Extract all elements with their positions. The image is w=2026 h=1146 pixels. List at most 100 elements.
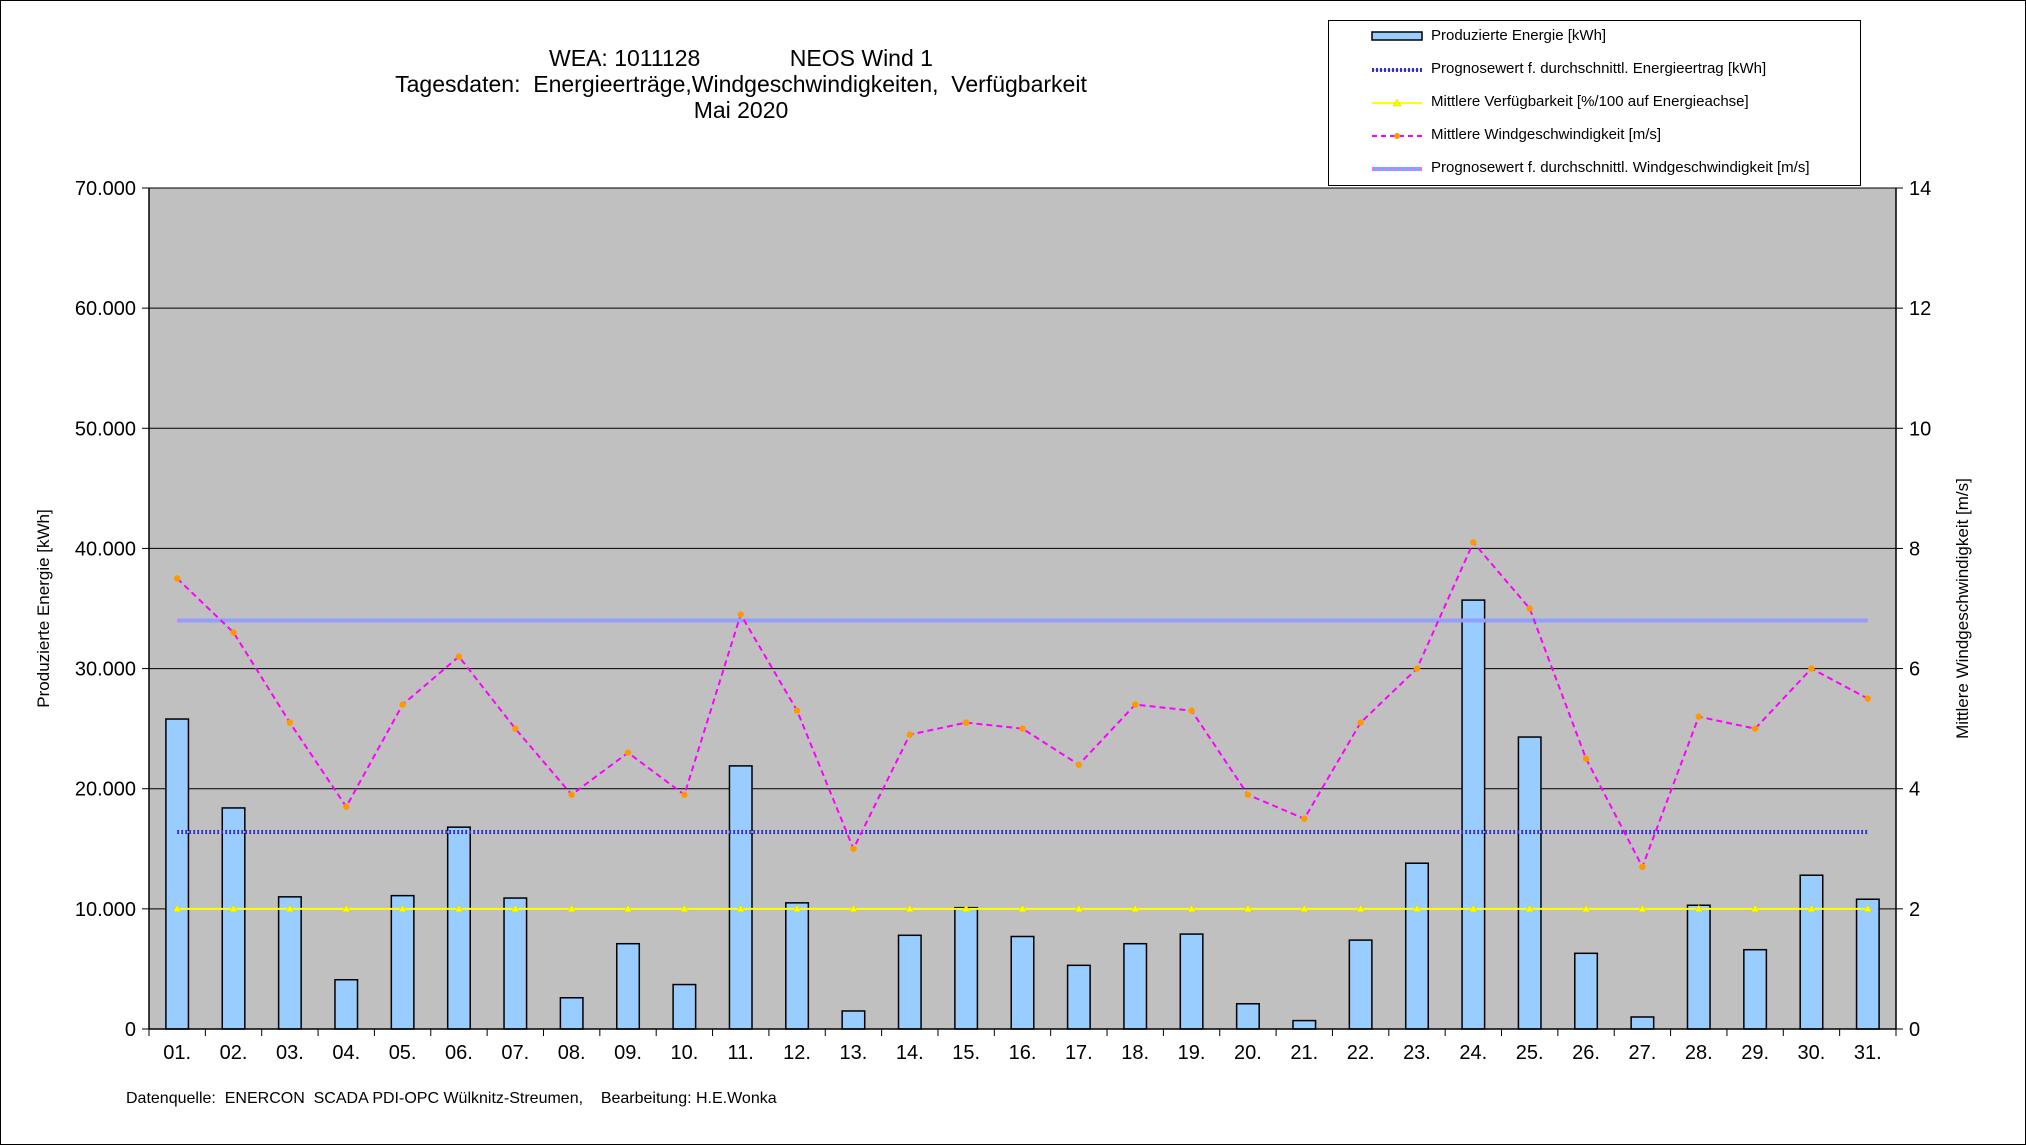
legend-item-prog-energy: Prognosewert f. durchschnittl. Energieer… <box>1329 54 1860 86</box>
series-lines <box>172 539 1873 913</box>
energy-bar <box>1348 939 1373 1030</box>
energy-bar <box>1630 1016 1655 1030</box>
availability-marker <box>1412 904 1422 913</box>
availability-marker <box>1187 904 1196 913</box>
availability-marker <box>1356 904 1366 913</box>
energy-bar <box>503 897 528 1030</box>
wind-speed-point <box>906 731 913 738</box>
x-tick-label: 01. <box>163 1042 191 1064</box>
wind-speed-point <box>568 791 575 798</box>
wind-speed-point <box>624 749 632 756</box>
availability-marker <box>1299 904 1309 913</box>
x-tick-label: 12. <box>783 1042 811 1064</box>
wind-speed-point <box>1526 605 1533 612</box>
availability-marker <box>341 904 351 913</box>
energy-bar <box>165 718 190 1030</box>
y2-axis-title: Mittlere Windgeschwindigkeit [m/s] <box>1953 478 1972 739</box>
y-axis-title: Produzierte Energie [kWh] <box>34 509 53 707</box>
wind-speed-point <box>681 791 688 798</box>
x-tick-label: 07. <box>501 1042 529 1064</box>
x-tick-label: 10. <box>670 1042 698 1064</box>
availability-marker <box>736 904 746 913</box>
energy-bar <box>672 983 697 1030</box>
wind-speed-point <box>1019 725 1026 732</box>
x-tick-label: 08. <box>558 1042 586 1064</box>
wind-speed-point <box>793 707 801 714</box>
availability-marker <box>285 904 295 913</box>
legend-swatch-prog-wind <box>1372 167 1422 171</box>
y2-tick-label: 12 <box>1909 298 1931 320</box>
y2-tick-label: 2 <box>1909 899 1920 921</box>
chart-title-line-2: Tagesdaten: Energieerträge,Windgeschwind… <box>395 71 1087 97</box>
energy-bar <box>1799 874 1824 1030</box>
y2-tick-label: 0 <box>1909 1019 1920 1041</box>
x-tick-label: 03. <box>276 1042 304 1064</box>
availability-marker <box>1018 904 1027 913</box>
energy-bar <box>1010 935 1035 1030</box>
wind-speed-point <box>173 575 181 582</box>
legend-swatch-bar <box>1371 31 1423 41</box>
x-tick-label: 31. <box>1854 1042 1882 1064</box>
availability-marker <box>792 904 802 913</box>
y-tick-label: 20.000 <box>75 779 136 801</box>
wind-speed-point <box>1751 725 1759 732</box>
wind-speed-point <box>1413 665 1421 672</box>
energy-bar <box>559 997 584 1030</box>
x-tick-label: 09. <box>614 1042 642 1064</box>
energy-bar <box>446 826 471 1030</box>
x-tick-label: 11. <box>728 1042 754 1064</box>
wind-speed-point <box>1639 863 1646 871</box>
legend: Produzierte Energie [kWh] Prognosewert f… <box>1328 20 1861 186</box>
availability-marker <box>1637 904 1647 913</box>
legend-label-energy: Produzierte Energie [kWh] <box>1431 27 1607 44</box>
availability-marker <box>1750 904 1760 913</box>
x-tick-label: 28. <box>1685 1042 1713 1064</box>
availability-marker <box>1074 904 1084 913</box>
x-tick-label: 26. <box>1572 1042 1600 1064</box>
energy-bar <box>277 896 302 1030</box>
y-tick-label: 30.000 <box>75 659 136 681</box>
wind-speed-point <box>230 629 237 636</box>
availability-marker <box>905 904 915 913</box>
availability-marker <box>1243 904 1253 913</box>
availability-marker <box>849 904 858 913</box>
x-tick-label: 14. <box>896 1042 924 1064</box>
energy-bar <box>785 902 810 1030</box>
wind-speed-point <box>737 611 744 618</box>
wind-speed-point <box>343 803 350 810</box>
energy-bar <box>334 978 359 1030</box>
availability-marker <box>1130 904 1140 913</box>
x-tick-label: 02. <box>220 1042 248 1064</box>
x-tick-label: 20. <box>1234 1042 1262 1064</box>
x-tick-label: 18. <box>1121 1042 1149 1064</box>
energy-bar <box>1461 599 1486 1030</box>
energy-bar <box>1855 898 1880 1030</box>
energy-bar <box>390 894 415 1030</box>
energy-bar <box>728 765 753 1030</box>
energy-bar <box>1179 933 1204 1030</box>
legend-item-prog-wind: Prognosewert f. durchschnittl. Windgesch… <box>1329 153 1860 185</box>
energy-bar <box>1123 942 1148 1030</box>
wind-speed-point <box>1132 701 1139 708</box>
y2-tick-label: 4 <box>1909 779 1920 801</box>
availability-marker <box>1525 904 1535 913</box>
availability-marker <box>1807 904 1816 913</box>
y2-tick-label: 8 <box>1909 538 1920 560</box>
x-tick-label: 06. <box>445 1042 473 1064</box>
plot-background <box>148 187 1897 1030</box>
wind-speed-point <box>512 725 519 732</box>
availability-marker <box>172 904 182 913</box>
availability-marker <box>454 904 464 913</box>
wind-speed-point <box>1357 719 1364 726</box>
chart-title-line-1: WEA: 1011128 NEOS Wind 1 <box>549 45 933 71</box>
energy-bar <box>1686 904 1711 1030</box>
availability-marker <box>1694 904 1704 913</box>
energy-bar <box>1574 952 1599 1030</box>
wind-speed-point <box>1075 761 1083 768</box>
legend-label-wind: Mittlere Windgeschwindigkeit [m/s] <box>1431 126 1662 143</box>
wind-speed-point <box>1582 755 1590 762</box>
availability-marker <box>1863 904 1873 913</box>
legend-swatch-wind <box>1372 133 1422 139</box>
wind-speed-point <box>1695 713 1702 720</box>
